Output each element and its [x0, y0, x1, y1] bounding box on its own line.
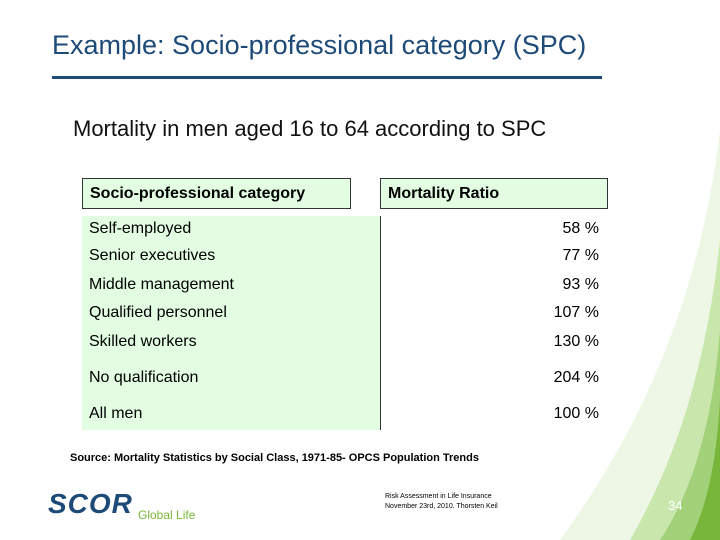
row-ratio: 204 %: [553, 369, 599, 386]
footer-info: Risk Assessment in Life Insurance Novemb…: [385, 492, 498, 512]
table-row: Self-employed 58 %: [82, 218, 608, 240]
table-row: Middle management 93 %: [82, 274, 608, 296]
table-row: All men 100 %: [82, 403, 608, 425]
row-category: No qualification: [89, 369, 199, 386]
table-row: Qualified personnel 107 %: [82, 302, 608, 324]
logo-wordmark: SCOR: [48, 488, 133, 519]
header-category-cell: Socio-professional category: [82, 178, 351, 209]
row-category: All men: [89, 405, 143, 422]
header-category: Socio-professional category: [90, 185, 306, 202]
row-ratio: 77 %: [562, 247, 599, 264]
footer-line-2: November 23rd, 2010. Thorsten Keil: [385, 503, 498, 510]
mortality-table: Socio-professional category Mortality Ra…: [82, 178, 608, 430]
table-row: No qualification 204 %: [82, 367, 608, 389]
footer-line-1: Risk Assessment in Life Insurance: [385, 493, 492, 500]
row-ratio: 58 %: [562, 220, 599, 237]
row-category: Self-employed: [89, 220, 192, 237]
row-ratio: 107 %: [553, 304, 599, 321]
row-ratio: 100 %: [553, 405, 599, 422]
ratio-column: [380, 216, 608, 430]
logo-subtitle: Global Life: [138, 508, 196, 522]
scor-logo: SCOR Global Life: [48, 488, 208, 528]
source-note: Source: Mortality Statistics by Social C…: [70, 452, 479, 464]
row-ratio: 93 %: [562, 276, 599, 293]
category-column: [82, 216, 380, 430]
table-row: Senior executives 77 %: [82, 245, 608, 267]
slide-subtitle: Mortality in men aged 16 to 64 according…: [73, 116, 547, 141]
row-category: Middle management: [89, 276, 234, 293]
row-category: Qualified personnel: [89, 304, 227, 321]
page-number: 34: [668, 498, 683, 513]
header-ratio-cell: Mortality Ratio: [380, 178, 608, 209]
slide-title: Example: Socio-professional category (SP…: [52, 30, 587, 60]
title-underline: [52, 76, 602, 79]
header-ratio: Mortality Ratio: [388, 185, 500, 202]
row-ratio: 130 %: [553, 333, 599, 350]
row-category: Senior executives: [89, 247, 216, 264]
row-category: Skilled workers: [89, 333, 197, 350]
table-row: Skilled workers 130 %: [82, 331, 608, 353]
